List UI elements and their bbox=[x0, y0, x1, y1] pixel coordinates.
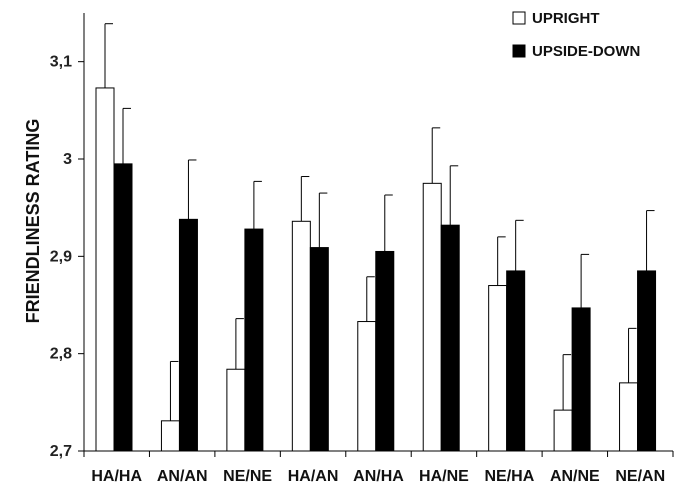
x-tick-label: HA/NE bbox=[419, 468, 469, 485]
y-tick-label: 3,1 bbox=[50, 54, 72, 71]
bar-upside-down bbox=[113, 163, 133, 452]
x-tick-label: AN/AN bbox=[157, 468, 208, 485]
bar-upright bbox=[291, 220, 311, 452]
bar-upside-down bbox=[571, 307, 591, 452]
bar-upside-down bbox=[375, 250, 395, 452]
x-tick-label: AN/NE bbox=[550, 468, 600, 485]
bar-upright bbox=[422, 182, 442, 452]
legend-swatch-upright bbox=[512, 11, 526, 25]
bar-upright bbox=[488, 285, 508, 452]
bar-upright bbox=[619, 382, 639, 452]
x-tick-label: NE/AN bbox=[615, 468, 665, 485]
y-tick-label: 2,7 bbox=[50, 443, 72, 460]
x-tick-label: AN/HA bbox=[353, 468, 404, 485]
bar-upside-down bbox=[309, 247, 329, 452]
bar-upside-down bbox=[244, 228, 264, 452]
bar-upright bbox=[95, 87, 115, 452]
bar-upside-down bbox=[440, 224, 460, 452]
x-tick-label: HA/HA bbox=[91, 468, 142, 485]
bar-upright bbox=[226, 368, 246, 452]
y-tick-label: 3 bbox=[63, 151, 72, 168]
x-tick-label: NE/NE bbox=[223, 468, 272, 485]
legend-label-upside-down: UPSIDE-DOWN bbox=[532, 43, 640, 60]
bar-upright bbox=[160, 420, 180, 452]
bar-upright bbox=[553, 409, 573, 452]
bar-upside-down bbox=[506, 270, 526, 452]
y-axis-label: FRIENDLINESS RATING bbox=[23, 119, 43, 324]
x-tick-label: HA/AN bbox=[288, 468, 339, 485]
bar-upright bbox=[357, 321, 377, 452]
bar-upside-down bbox=[178, 218, 198, 452]
y-tick-label: 2,9 bbox=[50, 248, 72, 265]
bar-upside-down bbox=[637, 270, 657, 452]
legend-label-upright: UPRIGHT bbox=[532, 10, 600, 27]
x-tick-label: NE/HA bbox=[484, 468, 534, 485]
y-tick-label: 2,8 bbox=[50, 346, 72, 363]
legend: UPRIGHT UPSIDE-DOWN bbox=[512, 10, 640, 60]
plot-area: 2,7 2,8 2,9 3 3,1 HA/HA AN/AN NE/NE HA/AN AN/HA HA… bbox=[50, 13, 674, 485]
legend-swatch-upside-down bbox=[512, 44, 526, 58]
